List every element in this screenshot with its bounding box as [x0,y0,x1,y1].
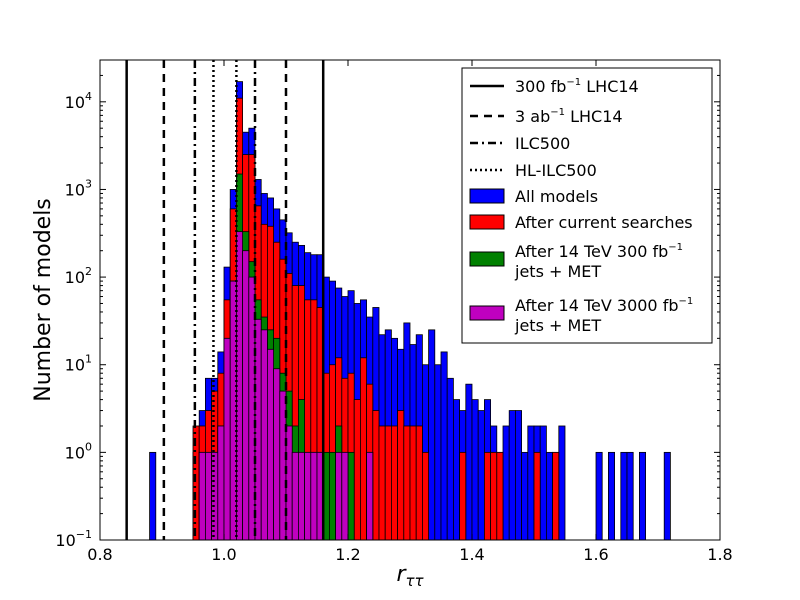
bar-s1-62 [608,451,616,541]
legend-patch-8 [469,305,505,321]
legend-patch-7 [469,251,505,267]
bar-s1-53 [515,410,523,541]
legend-label-1: 300 fb−1 LHC14 [515,77,639,96]
bar-s3-24 [347,451,355,541]
x-tick-label-2: 1.2 [335,545,360,564]
legend-patch-6 [469,214,505,230]
bar-s4-16 [297,451,305,541]
bar-s4-0 [198,451,206,541]
bar-s2-40 [490,451,498,541]
legend-label-7-line2: jets + MET [514,262,601,281]
bar-s2-41 [496,451,504,541]
bar-s4-15 [291,451,299,541]
bar-s2-42 [533,451,541,541]
bar-s2-27 [359,357,367,541]
bar-s1-66 [663,451,671,541]
bar-s1-46 [471,399,479,541]
bar-s2-33 [397,410,405,541]
bar-s2-43 [552,451,560,541]
bar-s4-10 [260,329,268,541]
bar-s2-29 [372,410,380,541]
legend-label-3: ILC500 [515,134,570,153]
bar-s2-37 [421,451,429,541]
legend-label-2: 3 ab−1 LHC14 [515,107,623,126]
bar-s2-32 [390,425,398,541]
bar-s2-34 [403,425,411,541]
bar-s1-61 [595,451,603,541]
x-tick-label-4: 1.6 [583,545,608,564]
bar-s2-35 [409,425,417,541]
legend-label-5: All models [515,187,598,206]
y-tick-label-2: 101 [65,353,92,375]
bar-s4-22 [366,451,374,541]
legend-patch-5 [469,188,505,204]
bar-s4-18 [310,451,318,541]
bar-s1-43 [452,399,460,541]
legend-label-8: After 14 TeV 3000 fb−1 [515,296,693,315]
y-tick-label-4: 103 [65,177,92,199]
bar-s4-12 [273,368,281,541]
axis-ticks: 0.8 1.0 1.2 1.4 1.6 1.8 10−1 100 101 102 103 104 [55,59,733,564]
bar-s1-40 [434,364,442,541]
reference-lines [125,60,325,540]
bar-s1-39 [428,329,436,541]
bar-s2-31 [384,425,392,541]
y-axis-label: Number of models [31,198,56,402]
x-tick-label-5: 1.8 [707,545,732,564]
bar-s1-0 [149,451,157,541]
y-tick-label-5: 104 [65,90,92,112]
bar-s1-51 [502,425,510,541]
bar-s1-63 [620,451,628,541]
histogram-bars [149,81,671,541]
legend-label-8-line2: jets + MET [514,316,601,335]
bar-s1-65 [639,451,647,541]
bar-s2-39 [483,451,491,541]
bar-s4-20 [335,451,343,541]
bar-s1-41 [440,351,448,541]
bar-s1-55 [527,425,535,541]
x-axis-label-main: r [396,562,407,587]
bar-s1-57 [539,425,547,541]
bar-s2-36 [415,425,423,541]
bar-s1-58 [546,451,554,541]
legend-label-7: After 14 TeV 300 fb−1 [515,242,683,261]
plot-frame [99,59,721,541]
x-axis-label: rττ [396,562,424,590]
bar-s4-7 [242,250,250,541]
bar-s1-52 [508,410,516,541]
bar-s1-45 [465,383,473,541]
x-axis-label-sub: ττ [405,572,424,590]
bar-s4-3 [217,425,225,541]
y-tick-label-0: 10−1 [55,528,92,550]
bar-s1-54 [521,451,529,541]
legend-label-6: After current searches [515,213,693,232]
x-tick-label-0: 0.8 [87,545,112,564]
bar-s2-38 [459,451,467,541]
bar-s4-21 [341,451,349,541]
bar-s2-30 [378,425,386,541]
bar-s4-17 [304,451,312,541]
x-tick-label-1: 1.0 [211,545,236,564]
bar-s4-11 [266,348,274,541]
bar-s4-1 [204,451,212,541]
bar-s1-42 [446,377,454,541]
bar-s1-60 [558,425,566,541]
legend: 300 fb−1 LHC14 3 ab−1 LHC14 ILC500 HL-ILC50… [461,67,713,344]
bar-s3-21 [328,451,336,541]
y-tick-label-3: 102 [65,265,92,287]
bar-s1-64 [626,451,634,541]
bar-s1-47 [477,410,485,541]
bar-s4-4 [223,337,231,541]
x-tick-label-3: 1.4 [459,545,484,564]
legend-box [461,67,713,344]
bar-s2-26 [353,399,361,541]
legend-label-4: HL-ILC500 [515,161,597,180]
y-tick-label-1: 100 [65,440,92,462]
